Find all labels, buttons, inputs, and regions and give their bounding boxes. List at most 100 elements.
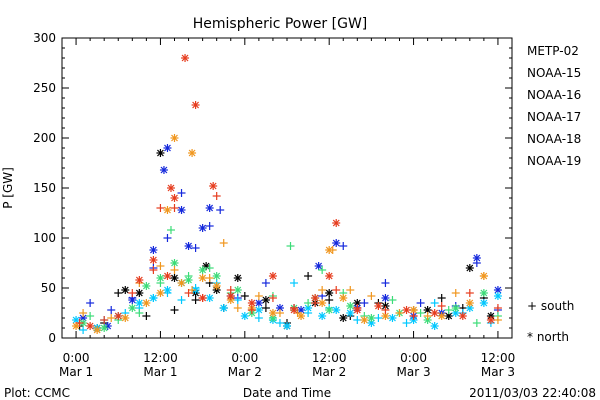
north-data-point — [149, 246, 158, 254]
x-axis-label: Date and Time — [243, 386, 331, 400]
south-data-point — [156, 204, 165, 212]
north-data-point — [472, 254, 481, 262]
north-data-point — [219, 304, 228, 312]
south-data-point — [142, 312, 151, 320]
north-data-point — [332, 219, 341, 227]
south-data-point — [275, 319, 284, 327]
data-points — [72, 54, 502, 334]
north-data-point — [209, 182, 218, 190]
north-data-point — [121, 286, 130, 294]
south-data-point — [318, 286, 327, 294]
south-data-point — [381, 306, 390, 314]
north-data-point — [332, 239, 341, 247]
north-data-point — [325, 289, 334, 297]
north-data-point — [423, 306, 432, 314]
north-data-point — [346, 309, 355, 317]
north-data-point — [149, 294, 158, 302]
north-data-point — [261, 296, 270, 304]
north-data-point — [170, 259, 179, 267]
south-data-point — [149, 266, 158, 274]
y-tick-label: 100 — [33, 231, 56, 245]
north-data-point — [374, 302, 383, 310]
y-tick-label: 250 — [33, 81, 56, 95]
y-tick-label: 50 — [41, 281, 56, 295]
south-data-point — [290, 279, 299, 287]
south-data-point — [135, 309, 144, 317]
x-tick-date-label: Mar 3 — [397, 365, 431, 379]
north-data-point — [156, 149, 165, 157]
north-data-point — [156, 289, 165, 297]
south-data-point — [493, 304, 502, 312]
south-data-point — [170, 266, 179, 274]
south-data-point — [128, 289, 137, 297]
north-data-point — [430, 322, 439, 330]
north-data-point — [135, 289, 144, 297]
south-data-point — [388, 296, 397, 304]
south-data-point — [304, 299, 313, 307]
north-data-point — [332, 306, 341, 314]
south-data-point — [451, 289, 460, 297]
north-data-point — [339, 314, 348, 322]
south-data-point — [100, 316, 109, 324]
north-data-point — [205, 204, 214, 212]
north-data-point — [177, 279, 186, 287]
north-data-point — [184, 276, 193, 284]
north-data-point — [311, 294, 320, 302]
south-data-point — [233, 304, 242, 312]
x-tick-time-label: 0:00 — [231, 351, 258, 365]
south-data-point — [381, 279, 390, 287]
north-data-point — [191, 101, 200, 109]
south-data-point — [318, 266, 327, 274]
north-data-point — [283, 322, 291, 330]
north-data-point — [184, 242, 193, 250]
south-data-point — [472, 319, 481, 327]
north-data-point — [198, 266, 207, 274]
footer-timestamp: 2011/03/03 22:40:08 — [469, 386, 596, 400]
south-data-point — [107, 306, 116, 314]
legend-entry: NOAA-19 — [527, 154, 581, 168]
north-data-point — [314, 262, 323, 270]
north-data-point — [226, 292, 235, 300]
north-data-point — [142, 299, 151, 307]
north-data-point — [170, 274, 179, 282]
x-tick-time-label: 12:00 — [143, 351, 178, 365]
x-tick-date-label: Mar 3 — [481, 365, 515, 379]
north-data-point — [486, 316, 495, 324]
south-data-point — [261, 304, 270, 312]
south-data-point — [325, 296, 334, 304]
north-data-point — [318, 312, 327, 320]
north-data-point — [318, 299, 327, 307]
north-data-point — [93, 326, 102, 334]
south-data-point — [205, 274, 214, 282]
x-tick-time-label: 0:00 — [63, 351, 90, 365]
north-data-point — [128, 304, 137, 312]
north-data-point — [198, 294, 207, 302]
south-data-point — [268, 294, 277, 302]
south-data-point — [240, 292, 249, 300]
south-data-point — [86, 299, 95, 307]
north-data-point — [177, 206, 186, 214]
south-data-point — [156, 262, 165, 270]
x-tick-time-label: 0:00 — [400, 351, 427, 365]
south-data-point — [367, 292, 376, 300]
x-tick-time-label: 12:00 — [312, 351, 347, 365]
x-tick-date-label: Mar 2 — [312, 365, 346, 379]
north-data-point — [479, 289, 488, 297]
north-data-point — [135, 299, 144, 307]
north-data-point — [451, 304, 460, 312]
north-data-point — [247, 299, 256, 307]
north-data-point — [163, 286, 172, 294]
x-tick-date-label: Mar 1 — [143, 365, 177, 379]
x-tick-time-label: 12:00 — [481, 351, 516, 365]
south-data-point — [286, 242, 295, 250]
south-data-point — [339, 242, 348, 250]
north-data-point — [100, 324, 109, 332]
north-data-point — [121, 314, 130, 322]
south-data-point — [170, 306, 179, 314]
south-data-point — [416, 299, 425, 307]
north-data-point — [170, 134, 179, 142]
south-data-point — [233, 296, 242, 304]
y-axis-label: P [GW] — [1, 167, 15, 209]
